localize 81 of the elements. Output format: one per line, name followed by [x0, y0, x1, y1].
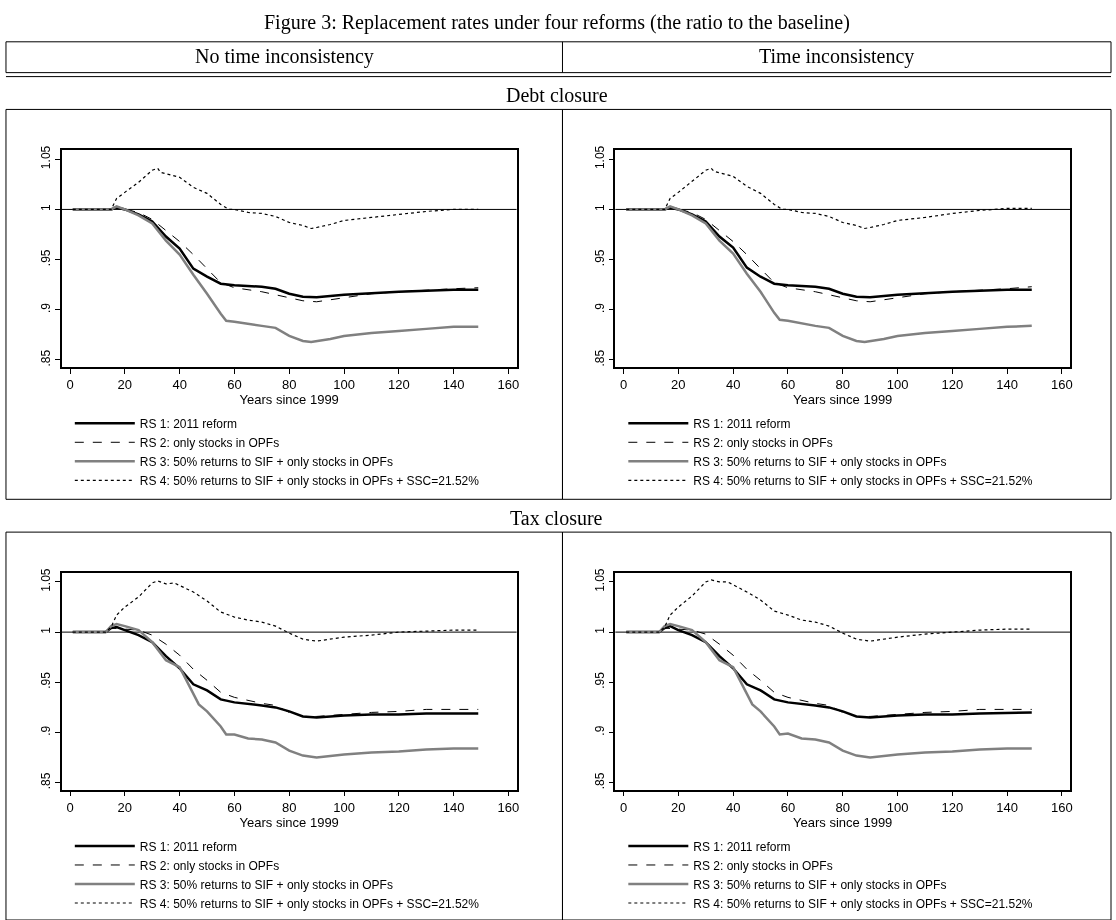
legend-label: RS 2: only stocks in OPFs	[693, 435, 833, 450]
y-tick-label: 1	[592, 203, 607, 211]
x-tick-label: 100	[333, 377, 355, 393]
x-axis-title: Years since 1999	[793, 392, 893, 408]
y-tick-label: .9	[39, 725, 54, 736]
x-tick-label: 80	[835, 800, 850, 816]
legend-label: RS 1: 2011 reform	[139, 839, 237, 854]
y-tick-label: .85	[39, 349, 54, 367]
legend-label: RS 3: 50% returns to SIF + only stocks in OPFs	[139, 454, 393, 469]
y-tick-label: 1	[592, 626, 607, 634]
x-axis-title: Years since 1999	[239, 815, 339, 831]
x-tick-label: 20	[671, 377, 686, 393]
x-axis-title: Years since 1999	[793, 815, 893, 831]
y-tick-label: 1.05	[39, 145, 54, 170]
x-axis-title: Years since 1999	[239, 392, 339, 408]
chart-subtitle: No time inconsistency	[195, 45, 374, 68]
legend-label: RS 2: only stocks in OPFs	[139, 435, 280, 450]
legend-label: RS 4: 50% returns to SIF + only stocks in OPFs + SSC=21.52%	[693, 473, 1033, 488]
legend-label: RS 3: 50% returns to SIF + only stocks in OPFs	[693, 877, 947, 892]
y-tick-label: 1.05	[39, 568, 54, 592]
text: Figure 3: Replacement rates under four reforms (the ratio to the baseline)	[264, 11, 850, 34]
x-tick-label: 160	[1051, 800, 1073, 816]
x-tick-label: 40	[725, 377, 741, 393]
x-tick-label: 140	[442, 377, 465, 393]
legend-label: RS 1: 2011 reform	[693, 839, 791, 854]
y-tick-label: .9	[592, 725, 607, 736]
legend-label: RS 4: 50% returns to SIF + only stocks in OPFs + SSC=21.52%	[139, 473, 480, 488]
x-tick-label: 100	[886, 377, 909, 393]
y-tick-label: 1	[39, 203, 54, 211]
text: Tax closure	[510, 507, 603, 529]
x-tick-label: 0	[619, 377, 628, 393]
x-tick-label: 100	[886, 800, 909, 816]
y-tick-label: .95	[39, 249, 54, 267]
legend-label: RS 3: 50% returns to SIF + only stocks in OPFs	[693, 454, 947, 469]
legend-label: RS 1: 2011 reform	[139, 416, 237, 431]
x-tick-label: 80	[281, 800, 297, 816]
y-tick-label: .95	[39, 671, 54, 689]
x-tick-label: 160	[497, 377, 520, 393]
x-tick-label: 20	[671, 800, 686, 816]
x-tick-label: 60	[227, 800, 242, 816]
x-tick-label: 40	[172, 800, 187, 816]
x-tick-label: 120	[941, 377, 964, 393]
legend-label: RS 2: only stocks in OPFs	[693, 858, 833, 873]
x-tick-label: 120	[387, 377, 410, 393]
y-tick-label: .85	[39, 772, 54, 790]
x-tick-label: 20	[117, 377, 133, 393]
y-tick-label: 1.05	[592, 568, 607, 592]
x-tick-label: 60	[227, 377, 242, 393]
legend-label: RS 2: only stocks in OPFs	[139, 858, 280, 873]
x-tick-label: 0	[619, 800, 628, 816]
legend-label: RS 3: 50% returns to SIF + only stocks in OPFs	[139, 877, 393, 892]
y-tick-label: .85	[592, 772, 607, 790]
x-tick-label: 160	[1051, 377, 1073, 393]
x-tick-label: 40	[725, 800, 741, 816]
x-tick-label: 140	[996, 800, 1018, 816]
x-tick-label: 0	[66, 800, 74, 816]
x-tick-label: 60	[780, 800, 796, 816]
y-tick-label: .95	[592, 249, 607, 267]
x-tick-label: 120	[387, 800, 410, 816]
text: Debt closure	[506, 84, 608, 106]
y-tick-label: .9	[39, 302, 54, 314]
chart-subtitle: Time inconsistency	[759, 45, 915, 68]
x-tick-label: 140	[996, 377, 1018, 393]
x-tick-label: 60	[780, 377, 796, 393]
x-tick-label: 0	[66, 377, 74, 393]
x-tick-label: 20	[117, 800, 133, 816]
x-tick-label: 80	[281, 377, 297, 393]
x-tick-label: 140	[442, 800, 465, 816]
x-tick-label: 160	[497, 800, 520, 816]
legend-label: RS 4: 50% returns to SIF + only stocks in OPFs + SSC=21.52%	[693, 896, 1033, 911]
y-tick-label: 1.05	[592, 145, 607, 170]
legend-label: RS 4: 50% returns to SIF + only stocks in OPFs + SSC=21.52%	[139, 896, 480, 911]
x-tick-label: 40	[172, 377, 187, 393]
y-tick-label: .95	[592, 671, 607, 689]
y-tick-label: .9	[592, 302, 607, 314]
y-tick-label: 1	[39, 626, 54, 634]
x-tick-label: 80	[835, 377, 850, 393]
legend-label: RS 1: 2011 reform	[693, 416, 791, 431]
x-tick-label: 100	[333, 800, 355, 816]
x-tick-label: 120	[941, 800, 964, 816]
y-tick-label: .85	[592, 349, 607, 367]
